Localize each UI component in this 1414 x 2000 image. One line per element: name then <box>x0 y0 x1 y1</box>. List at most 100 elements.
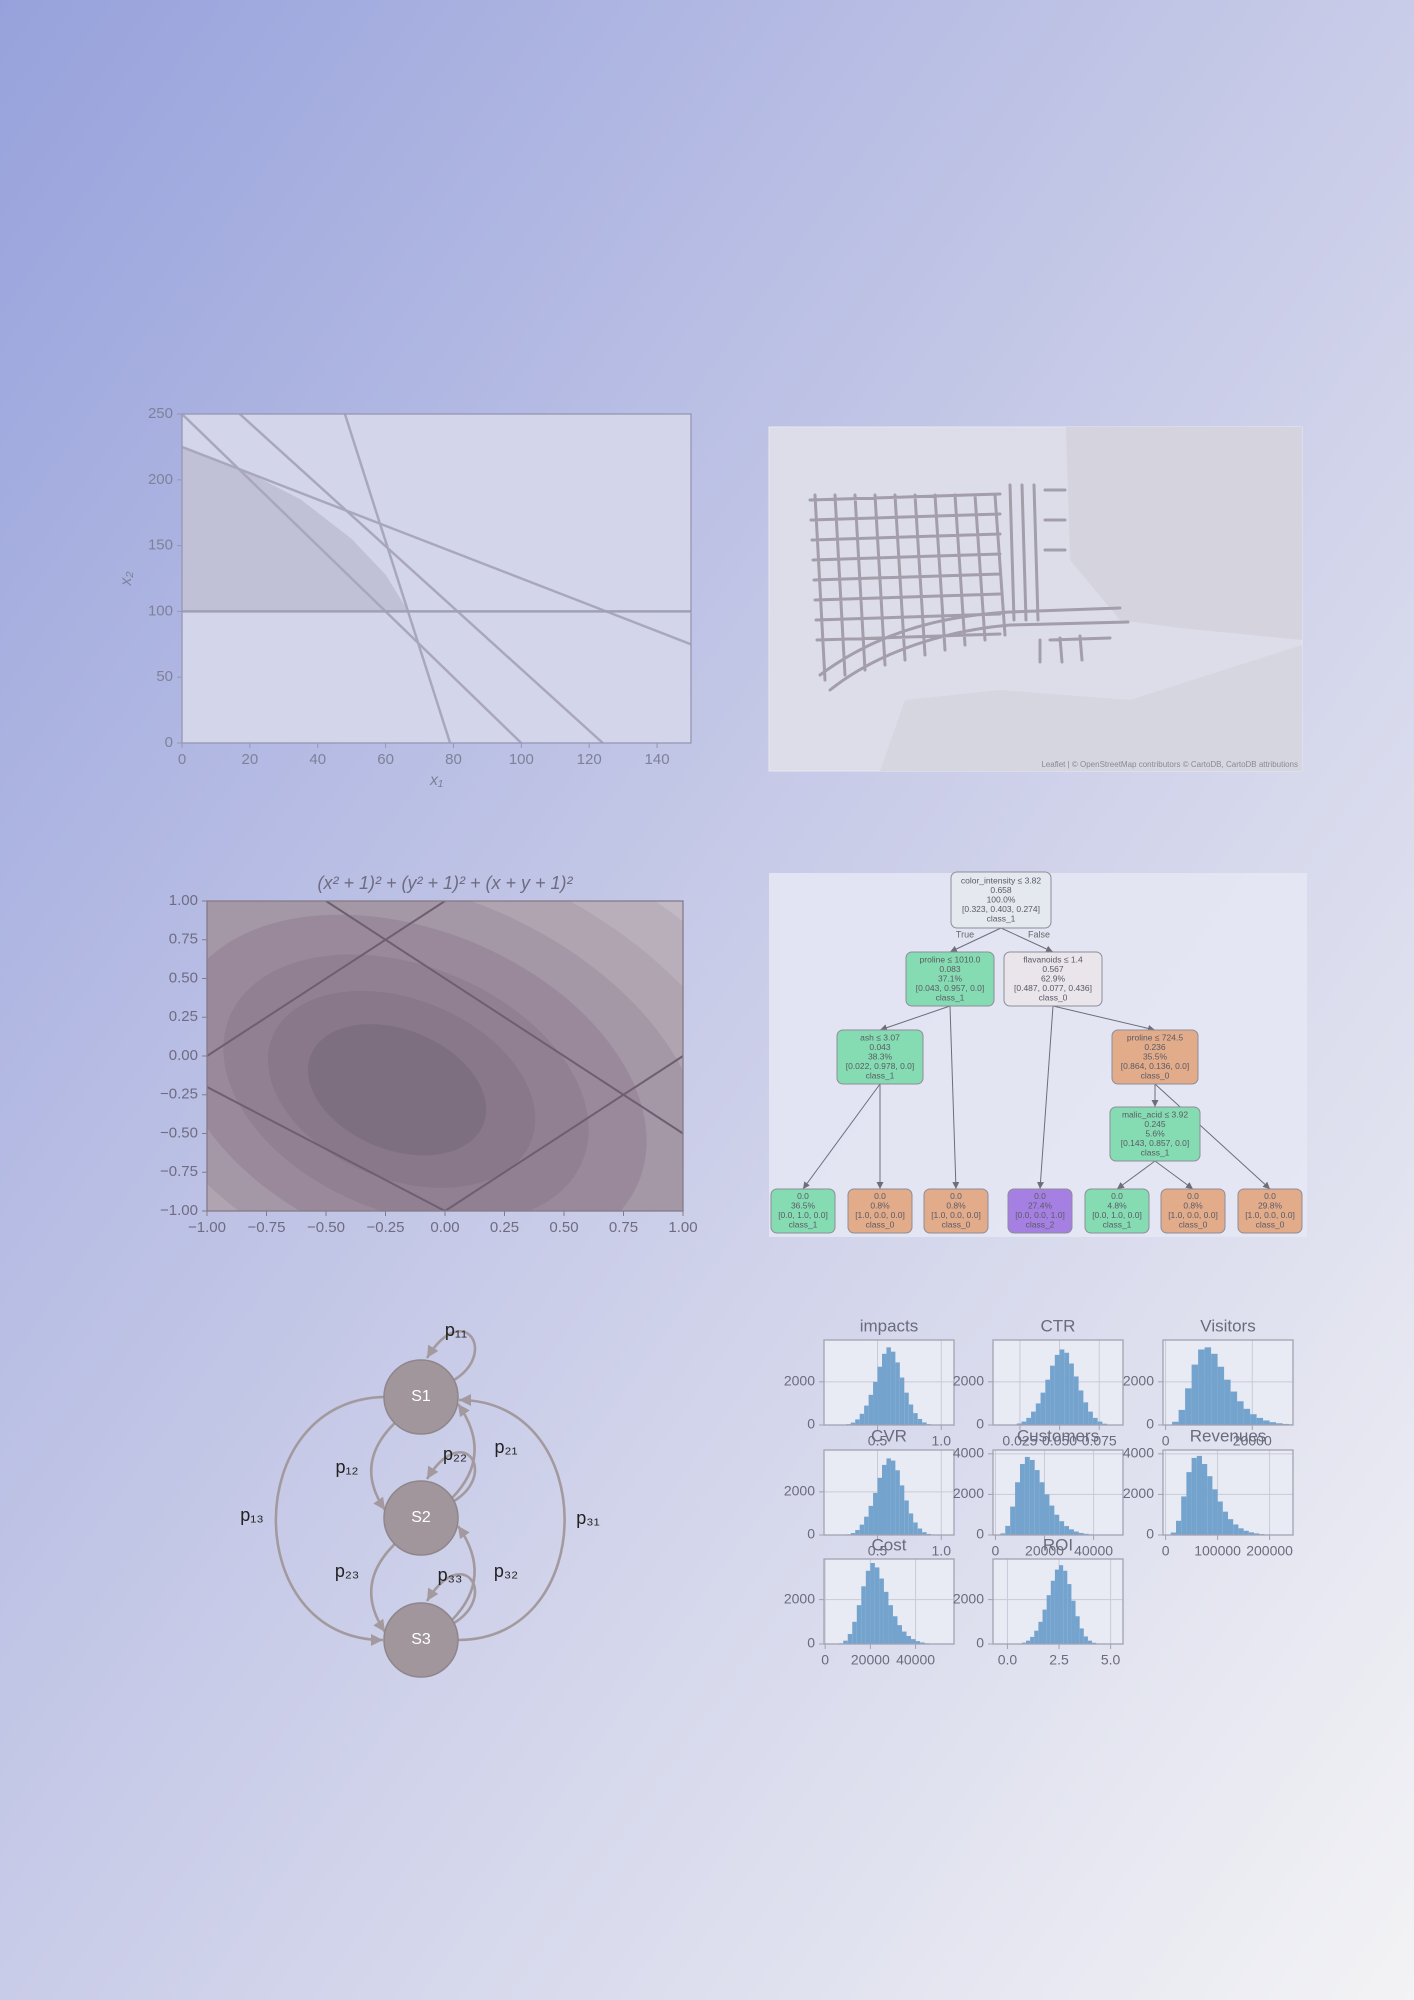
transition-label: p₃₁ <box>576 1508 599 1528</box>
histogram-bar <box>899 1485 905 1535</box>
tree-node-text: class_1 <box>987 913 1016 923</box>
y-tick-label: 50 <box>156 668 173 685</box>
histogram-bar <box>1029 1459 1035 1535</box>
tree-node-text: color_intensity ≤ 3.82 <box>961 875 1042 885</box>
histogram-bar <box>1254 1533 1260 1535</box>
histogram-bar <box>1045 1379 1051 1425</box>
tree-node-text: class_1 <box>1103 1220 1132 1230</box>
tree-node-box <box>836 1029 924 1085</box>
transition-arrow <box>274 1395 385 1646</box>
tree-node-text: class_1 <box>866 1070 895 1080</box>
histogram-bar <box>1040 1392 1046 1425</box>
y-tick-label: 2000 <box>1123 1373 1154 1389</box>
chart-title: ROI <box>1043 1535 1073 1554</box>
x-tick-label: 100000 <box>1194 1543 1241 1559</box>
tree-node-text: [1.0, 0.0, 0.0] <box>931 1210 981 1220</box>
tree-node: 0.036.5%[0.0, 1.0, 0.0]class_1 <box>770 1188 836 1234</box>
histogram-bar <box>874 1567 880 1644</box>
histogram-bar <box>1021 1421 1027 1425</box>
x-axis-label: x₁ <box>429 772 443 789</box>
tree-node-text: [0.487, 0.077, 0.436] <box>1014 983 1092 993</box>
tree-node-box <box>905 951 995 1007</box>
tree-node-text: 0.8% <box>946 1201 966 1211</box>
state-label: S3 <box>411 1631 431 1648</box>
y-tick-label: 150 <box>148 537 173 554</box>
tree-node-text: 38.3% <box>868 1051 893 1061</box>
chart-title: Visitors <box>1200 1316 1255 1335</box>
histogram-bar <box>1059 1349 1065 1425</box>
x-tick-label: 0.75 <box>609 1219 638 1236</box>
histogram-bar <box>908 1404 914 1425</box>
x-tick-label: 1.00 <box>668 1219 697 1236</box>
histogram-bar <box>1015 1482 1020 1535</box>
x-tick-label: 80 <box>445 751 462 768</box>
histogram-bar <box>1046 1595 1051 1644</box>
histogram-bar <box>1170 1532 1176 1535</box>
chart-title: Revenues <box>1190 1426 1267 1445</box>
histogram-bar <box>1073 1531 1079 1535</box>
tree-node-text: class_1 <box>936 992 965 1002</box>
tree-node-text: [0.323, 0.403, 0.274] <box>962 904 1040 914</box>
histogram-bar <box>1172 1421 1179 1425</box>
chart-title: CTR <box>1041 1316 1076 1335</box>
histogram-bar <box>881 1464 887 1535</box>
y-tick-label: 0.25 <box>169 1008 198 1025</box>
chart: 0 20 40 60 80 100 120 140 0 50 100 150 200 250 x₁ x₂ <box>118 405 692 789</box>
chart-title: Cost <box>872 1535 907 1554</box>
histogram-bar <box>1092 1417 1098 1425</box>
transition-label: p₃₂ <box>494 1561 518 1581</box>
histogram-bar <box>1263 1420 1270 1425</box>
tree-edge <box>1037 1005 1054 1190</box>
histogram-bar <box>861 1586 866 1644</box>
chart: 0.5 1.0 0 2000 impacts <box>784 1316 955 1449</box>
y-tick-label: 0 <box>1146 1416 1154 1432</box>
constraint-line <box>343 414 452 743</box>
markov-chain: S1 S2 S3 p₁₁ p₁₂ p₁₃ p₂₁ p₂₂ p₂₃ p₃₁ p₃₂ p₃₃ <box>240 1320 600 1678</box>
y-tick-label: 0 <box>807 1635 815 1651</box>
transition-arrow <box>451 1525 476 1621</box>
histogram-bar <box>1039 1482 1045 1535</box>
plot-content <box>993 1340 1123 1425</box>
constraint-line <box>207 1086 446 1211</box>
state-label: S1 <box>411 1388 431 1405</box>
y-tick-label: 2000 <box>953 1485 984 1501</box>
y-tick-label: 4000 <box>1123 1445 1154 1461</box>
x-tick-label: 0.050 <box>1042 1433 1077 1449</box>
histogram-bar <box>888 1605 893 1644</box>
feasible-region <box>182 446 409 612</box>
y-tick-label: −0.75 <box>160 1163 198 1180</box>
tree-node-text: [1.0, 0.0, 0.0] <box>855 1210 905 1220</box>
histogram-bar <box>877 1366 882 1425</box>
x-tick-label: 0.025 <box>1002 1433 1037 1449</box>
y-tick-label: 2000 <box>1123 1485 1154 1501</box>
tree-node-text: 37.1% <box>938 973 963 983</box>
histogram-bar <box>1038 1621 1043 1644</box>
y-tick-label: 250 <box>148 405 173 422</box>
histogram-bar <box>904 1500 909 1535</box>
histogram-bar <box>1186 1472 1192 1535</box>
histogram-bar <box>1207 1476 1213 1535</box>
histogram-bar <box>1054 1514 1060 1535</box>
y-tick-label: 1.00 <box>169 892 198 909</box>
x-tick-label: 20000 <box>1025 1543 1064 1559</box>
x-tick-label: 60 <box>377 751 394 768</box>
tree-edge <box>949 927 1002 953</box>
tree-node-text: class_0 <box>942 1220 971 1230</box>
axes-frame <box>992 1558 1124 1645</box>
chart: 0.5 1.0 0 2000 CVR <box>784 1426 955 1559</box>
tree-node-text: ash ≤ 3.07 <box>860 1032 900 1042</box>
histogram-bar <box>1202 1463 1208 1535</box>
tree-node-text: class_1 <box>1141 1147 1170 1157</box>
decision-tree: True False color_intensity ≤ 3.820.65810… <box>769 871 1307 1237</box>
x-tick-label: −0.25 <box>367 1219 405 1236</box>
histogram-bar <box>1024 1456 1030 1535</box>
histogram-bar <box>897 1625 902 1644</box>
histogram-bar <box>1196 1455 1202 1535</box>
histogram-bar <box>1031 1411 1036 1425</box>
x-tick-label: 1.0 <box>932 1543 952 1559</box>
x-tick-label: 0 <box>178 751 186 768</box>
transition-label: p₃₃ <box>438 1565 463 1585</box>
tree-node: 0.00.8%[1.0, 0.0, 0.0]class_0 <box>1160 1188 1226 1234</box>
